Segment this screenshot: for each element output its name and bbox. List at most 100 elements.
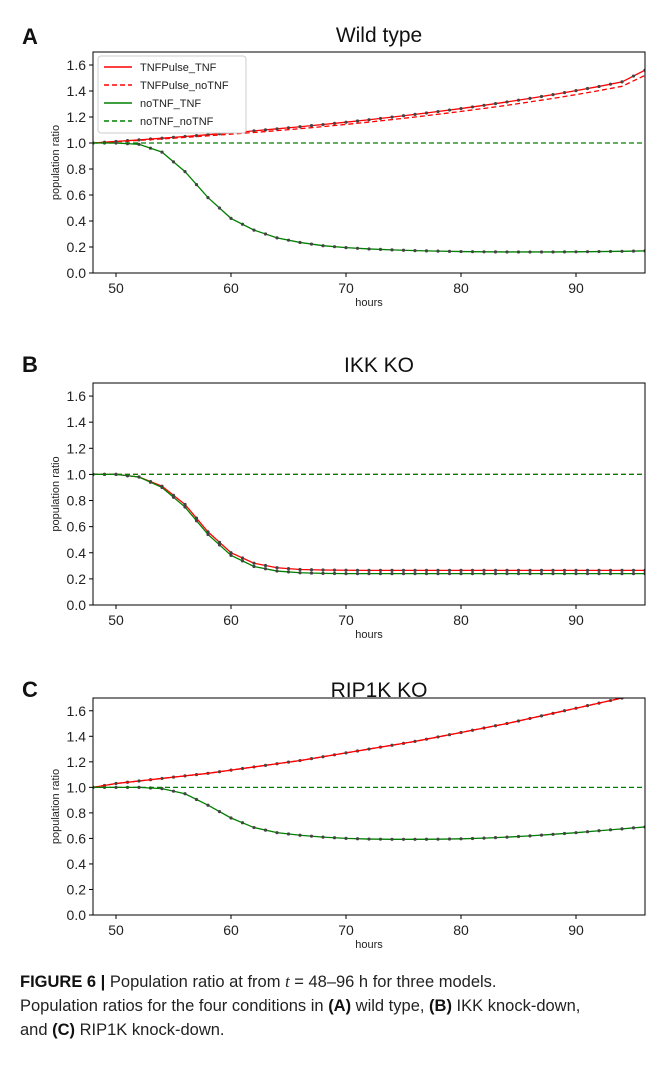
series-point-3: [413, 572, 417, 576]
series-point-3: [229, 216, 233, 220]
series-point-3: [160, 485, 164, 490]
series-point-3: [470, 836, 475, 841]
x-tick-label: 60: [223, 922, 239, 938]
series-point-3: [585, 572, 590, 576]
series-point-1: [585, 568, 590, 572]
series-point-3: [597, 249, 601, 254]
series-point-1: [516, 568, 521, 572]
y-tick-label: 0.0: [67, 265, 87, 281]
y-tick-label: 0.6: [67, 519, 87, 535]
series-point-1: [263, 563, 268, 568]
series-point-3: [378, 247, 383, 252]
series-point-1: [436, 568, 440, 572]
series-point-3: [516, 250, 521, 254]
series-point-3: [206, 803, 210, 807]
series-point-1: [574, 89, 578, 93]
series-point-1: [424, 111, 429, 115]
series-point-1: [183, 502, 187, 507]
caption-text-b: IKK knock-down,: [451, 997, 581, 1015]
x-tick-label: 50: [108, 612, 124, 628]
series-point-1: [608, 568, 613, 572]
series-point-3: [401, 572, 406, 576]
series-point-1: [275, 566, 279, 570]
legend-label: TNFPulse_TNF: [140, 62, 217, 74]
series-point-1: [298, 567, 302, 572]
series-point-1: [240, 556, 245, 560]
series-point-3: [447, 249, 452, 253]
plot-area: [93, 698, 645, 841]
legend-label: noTNF_TNF: [140, 98, 201, 110]
series-point-3: [217, 543, 222, 547]
series-point-3: [378, 837, 383, 841]
series-point-1: [493, 568, 498, 572]
panel-b: B IKK KO 0.0 0.2 0.4 0.6 0.8 1.0 1.2 1.4 1.6 50 60 70…: [22, 352, 646, 641]
series-point-3: [321, 244, 325, 248]
series-point-3: [574, 831, 578, 835]
series-point-3: [309, 571, 314, 575]
chart-title: Wild type: [336, 24, 422, 47]
y-tick-label: 0.8: [67, 805, 87, 821]
x-axis-label: hours: [355, 939, 383, 951]
series-point-3: [263, 828, 268, 832]
series-point-3: [516, 834, 521, 839]
series-point-1: [286, 126, 291, 130]
caption-tag-b: (B): [429, 997, 452, 1015]
caption-text-3: and: [20, 1021, 53, 1039]
series-point-3: [240, 222, 245, 226]
series-point-3: [459, 837, 463, 841]
series-point-3: [390, 248, 394, 252]
caption-label: FIGURE 6 |: [20, 973, 106, 991]
series-point-1: [390, 743, 394, 747]
legend: TNFPulse_TNF TNFPulse_noTNF noTNF_TNF noTNF…: [97, 55, 247, 134]
x-tick-label: 70: [338, 612, 354, 628]
series-point-3: [528, 572, 532, 576]
series-point-3: [436, 249, 440, 253]
series-point-3: [286, 570, 291, 574]
series-point-1: [597, 568, 601, 572]
series-point-1: [367, 118, 371, 122]
series-point-3: [631, 249, 636, 253]
series-point-1: [482, 568, 486, 572]
series-point-1: [344, 568, 348, 572]
series-point-1: [551, 93, 555, 97]
series-point-3: [631, 826, 636, 830]
series-point-3: [551, 832, 555, 836]
series-point-3: [137, 785, 141, 789]
series-point-1: [378, 568, 383, 572]
series-point-1: [309, 124, 314, 128]
series-point-3: [355, 837, 360, 841]
series-point-3: [332, 836, 337, 840]
series-point-3: [585, 250, 590, 254]
series-point-3: [413, 837, 417, 841]
series-point-3: [378, 572, 383, 576]
series-point-1: [459, 568, 463, 572]
series-point-3: [620, 249, 624, 253]
series-line-3: [93, 142, 645, 253]
series-point-3: [252, 228, 256, 232]
series-point-1: [275, 127, 279, 131]
series-point-1: [401, 114, 406, 118]
series-point-3: [229, 816, 233, 820]
series-point-3: [286, 832, 291, 836]
y-tick-label: 1.6: [67, 57, 87, 73]
series-point-1: [217, 540, 222, 544]
series-point-1: [390, 115, 394, 119]
series-point-3: [298, 240, 302, 245]
series-point-3: [551, 572, 555, 576]
y-tick-label: 0.2: [67, 571, 87, 587]
series-point-3: [424, 249, 429, 253]
series-point-1: [229, 551, 233, 555]
legend-box: [97, 55, 247, 134]
series-point-1: [459, 106, 463, 111]
series-point-3: [528, 834, 532, 838]
series-point-1: [160, 776, 164, 781]
series-point-1: [608, 82, 613, 86]
y-tick-label: 1.2: [67, 754, 87, 770]
series-point-3: [355, 572, 360, 576]
series-point-3: [608, 249, 613, 254]
series-point-3: [321, 571, 325, 575]
series-point-3: [436, 837, 440, 841]
x-tick-label: 90: [568, 922, 584, 938]
series-point-1: [252, 561, 256, 565]
series-point-1: [447, 568, 452, 572]
